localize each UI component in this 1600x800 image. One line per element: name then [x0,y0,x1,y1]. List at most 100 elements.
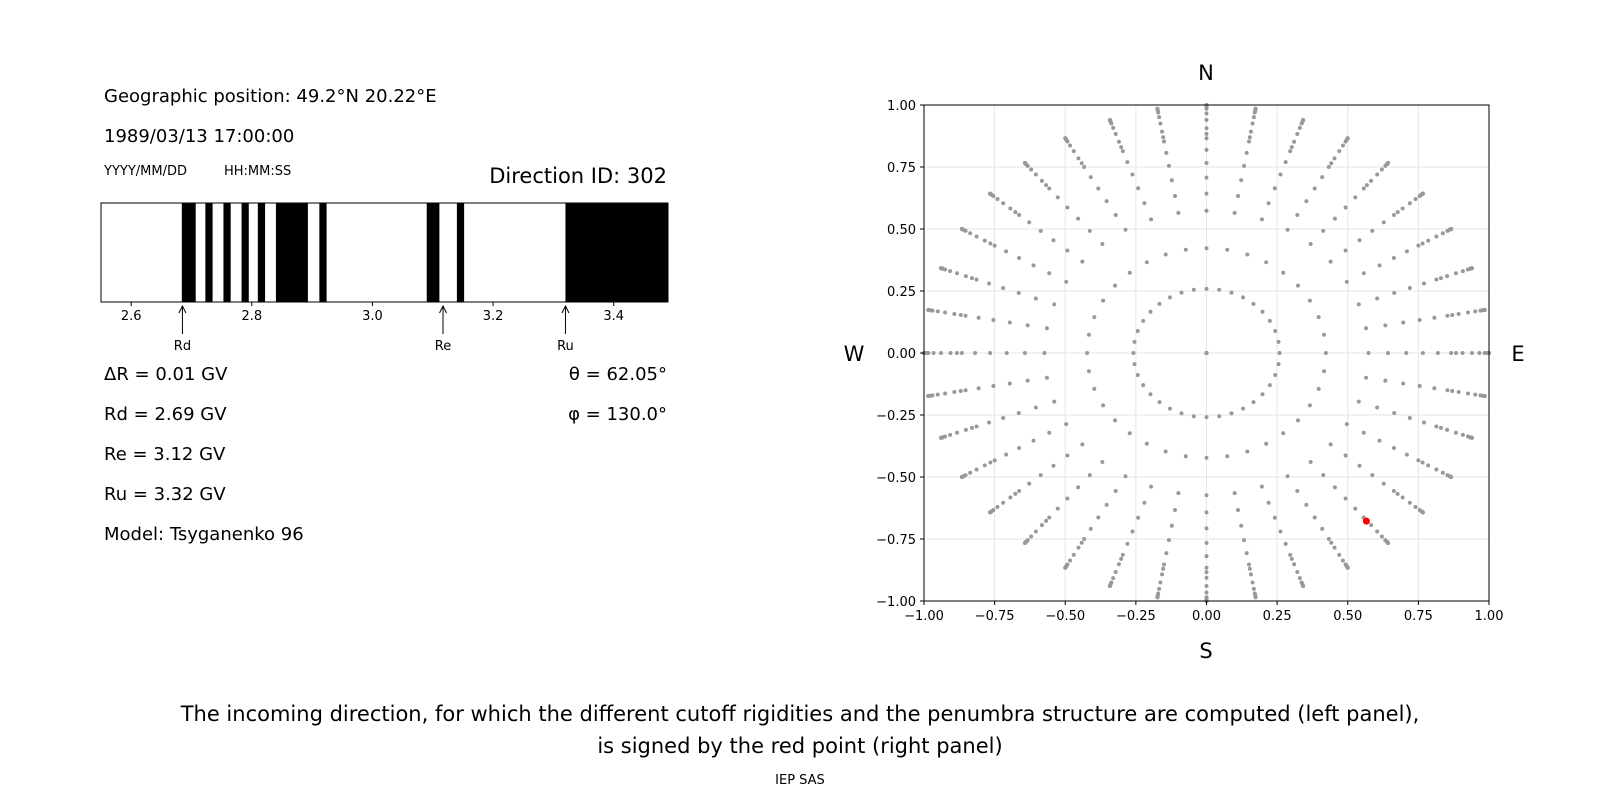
direction-point-403 [1113,489,1118,494]
penumbra-markers: Rd Re Ru [174,304,574,354]
direction-point-316 [1297,576,1302,581]
direction-point-563 [948,269,953,274]
direction-point-234 [1391,445,1396,450]
direction-point-156 [1383,323,1388,328]
direction-point-37 [1253,106,1258,111]
direction-point-544 [935,309,940,314]
direction-point-677 [1157,115,1162,120]
direction-point-98 [1328,259,1333,264]
x-tick-label-0: −1.00 [904,609,944,624]
direction-point-181 [1460,351,1465,355]
direction-point-542 [952,311,957,316]
direction-point-235 [1404,452,1409,457]
direction-point-422 [1087,473,1092,478]
direction-point-480 [1016,410,1021,415]
direction-point-41 [1259,217,1264,222]
direction-point-368 [1164,551,1169,556]
y-tick-label-3: 0.25 [887,285,916,300]
direction-point-558 [987,281,992,286]
direction-point-142 [1438,276,1443,281]
direction-point-193 [1364,375,1369,380]
direction-point-381 [1179,411,1184,416]
direction-point-328 [1239,523,1244,528]
direction-point-66 [1329,161,1334,166]
direction-point-213 [1375,405,1380,410]
marker-rd-label: Rd [174,339,191,354]
direction-point-571 [1141,318,1146,323]
x-tick-label-4: 0.00 [1192,609,1221,624]
direction-point-620 [1029,167,1034,172]
direction-point-177 [1420,351,1425,355]
y-tick-label-1: 0.75 [887,161,916,176]
direction-point-179 [1449,351,1454,355]
direction-point-227 [1469,435,1474,440]
direction-point-671 [1166,163,1171,168]
direction-point-322 [1301,584,1306,589]
direction-point-327 [1236,507,1241,512]
direction-point-258 [1407,500,1412,505]
direction-point-330 [1244,551,1249,556]
direction-point-83 [1353,195,1358,200]
direction-point-78 [1281,270,1286,275]
direction-point-139 [1407,286,1412,291]
direction-point-389 [1119,556,1124,561]
direction-point-669 [1172,194,1177,199]
direction-point-467 [974,467,979,472]
direction-point-116 [1307,298,1312,303]
x-tick-label-5: 0.25 [1263,609,1292,624]
direction-point-7 [1204,147,1209,152]
direction-point-569 [939,266,944,271]
direction-point-497 [1044,375,1049,380]
direction-point-411 [1068,558,1073,563]
direction-point-664 [1107,117,1112,122]
direction-point-221 [1460,432,1465,437]
direction-point-27 [1246,139,1251,144]
direction-point-44 [1278,172,1283,177]
direction-point-43 [1272,186,1277,191]
direction-point-100 [1357,238,1362,243]
direction-point-482 [987,420,992,425]
direction-point-151 [1469,266,1474,271]
direction-point-613 [1076,216,1081,221]
direction-point-48 [1292,139,1297,144]
penumbra-tick-label-0: 2.6 [121,309,142,324]
direction-point-332 [1247,566,1252,571]
direction-point-578 [992,243,997,248]
penumbra-tick-label-3: 3.2 [483,309,504,324]
direction-point-123 [1420,241,1425,246]
direction-point-84 [1361,186,1366,191]
direction-point-581 [974,234,979,239]
direction-point-259 [1413,504,1418,509]
direction-point-143 [1445,274,1450,279]
direction-point-39 [1229,290,1234,295]
direction-point-421 [1100,459,1105,464]
direction-point-270 [1321,473,1326,478]
direction-point-20 [1217,287,1222,292]
direction-point-595 [1038,228,1043,233]
direction-point-626 [1022,161,1027,166]
direction-point-68 [1337,149,1342,154]
direction-point-651 [1136,186,1141,191]
direction-point-576 [1017,256,1022,261]
direction-point-40 [1245,252,1250,257]
direction-point-272 [1343,496,1348,501]
direction-point-385 [1136,515,1141,520]
direction-point-590 [1148,309,1153,314]
direction-point-105 [1400,206,1405,211]
y-tick-label-0: 1.00 [887,99,916,114]
direction-point-62 [1304,199,1309,204]
direction-point-652 [1130,172,1135,177]
direction-point-217 [1434,424,1439,429]
direction-point-345 [1204,493,1209,498]
direction-point-101 [1370,228,1375,233]
direction-point-666 [1191,287,1196,292]
direction-point-607 [988,191,993,196]
direction-point-406 [1088,526,1093,531]
direction-point-465 [988,460,993,465]
direction-point-441 [1065,453,1070,458]
direction-point-308 [1266,500,1271,505]
direction-point-24 [1239,178,1244,183]
direction-point-468 [968,470,973,475]
penumbra-tick-label-2: 3.0 [362,309,383,324]
